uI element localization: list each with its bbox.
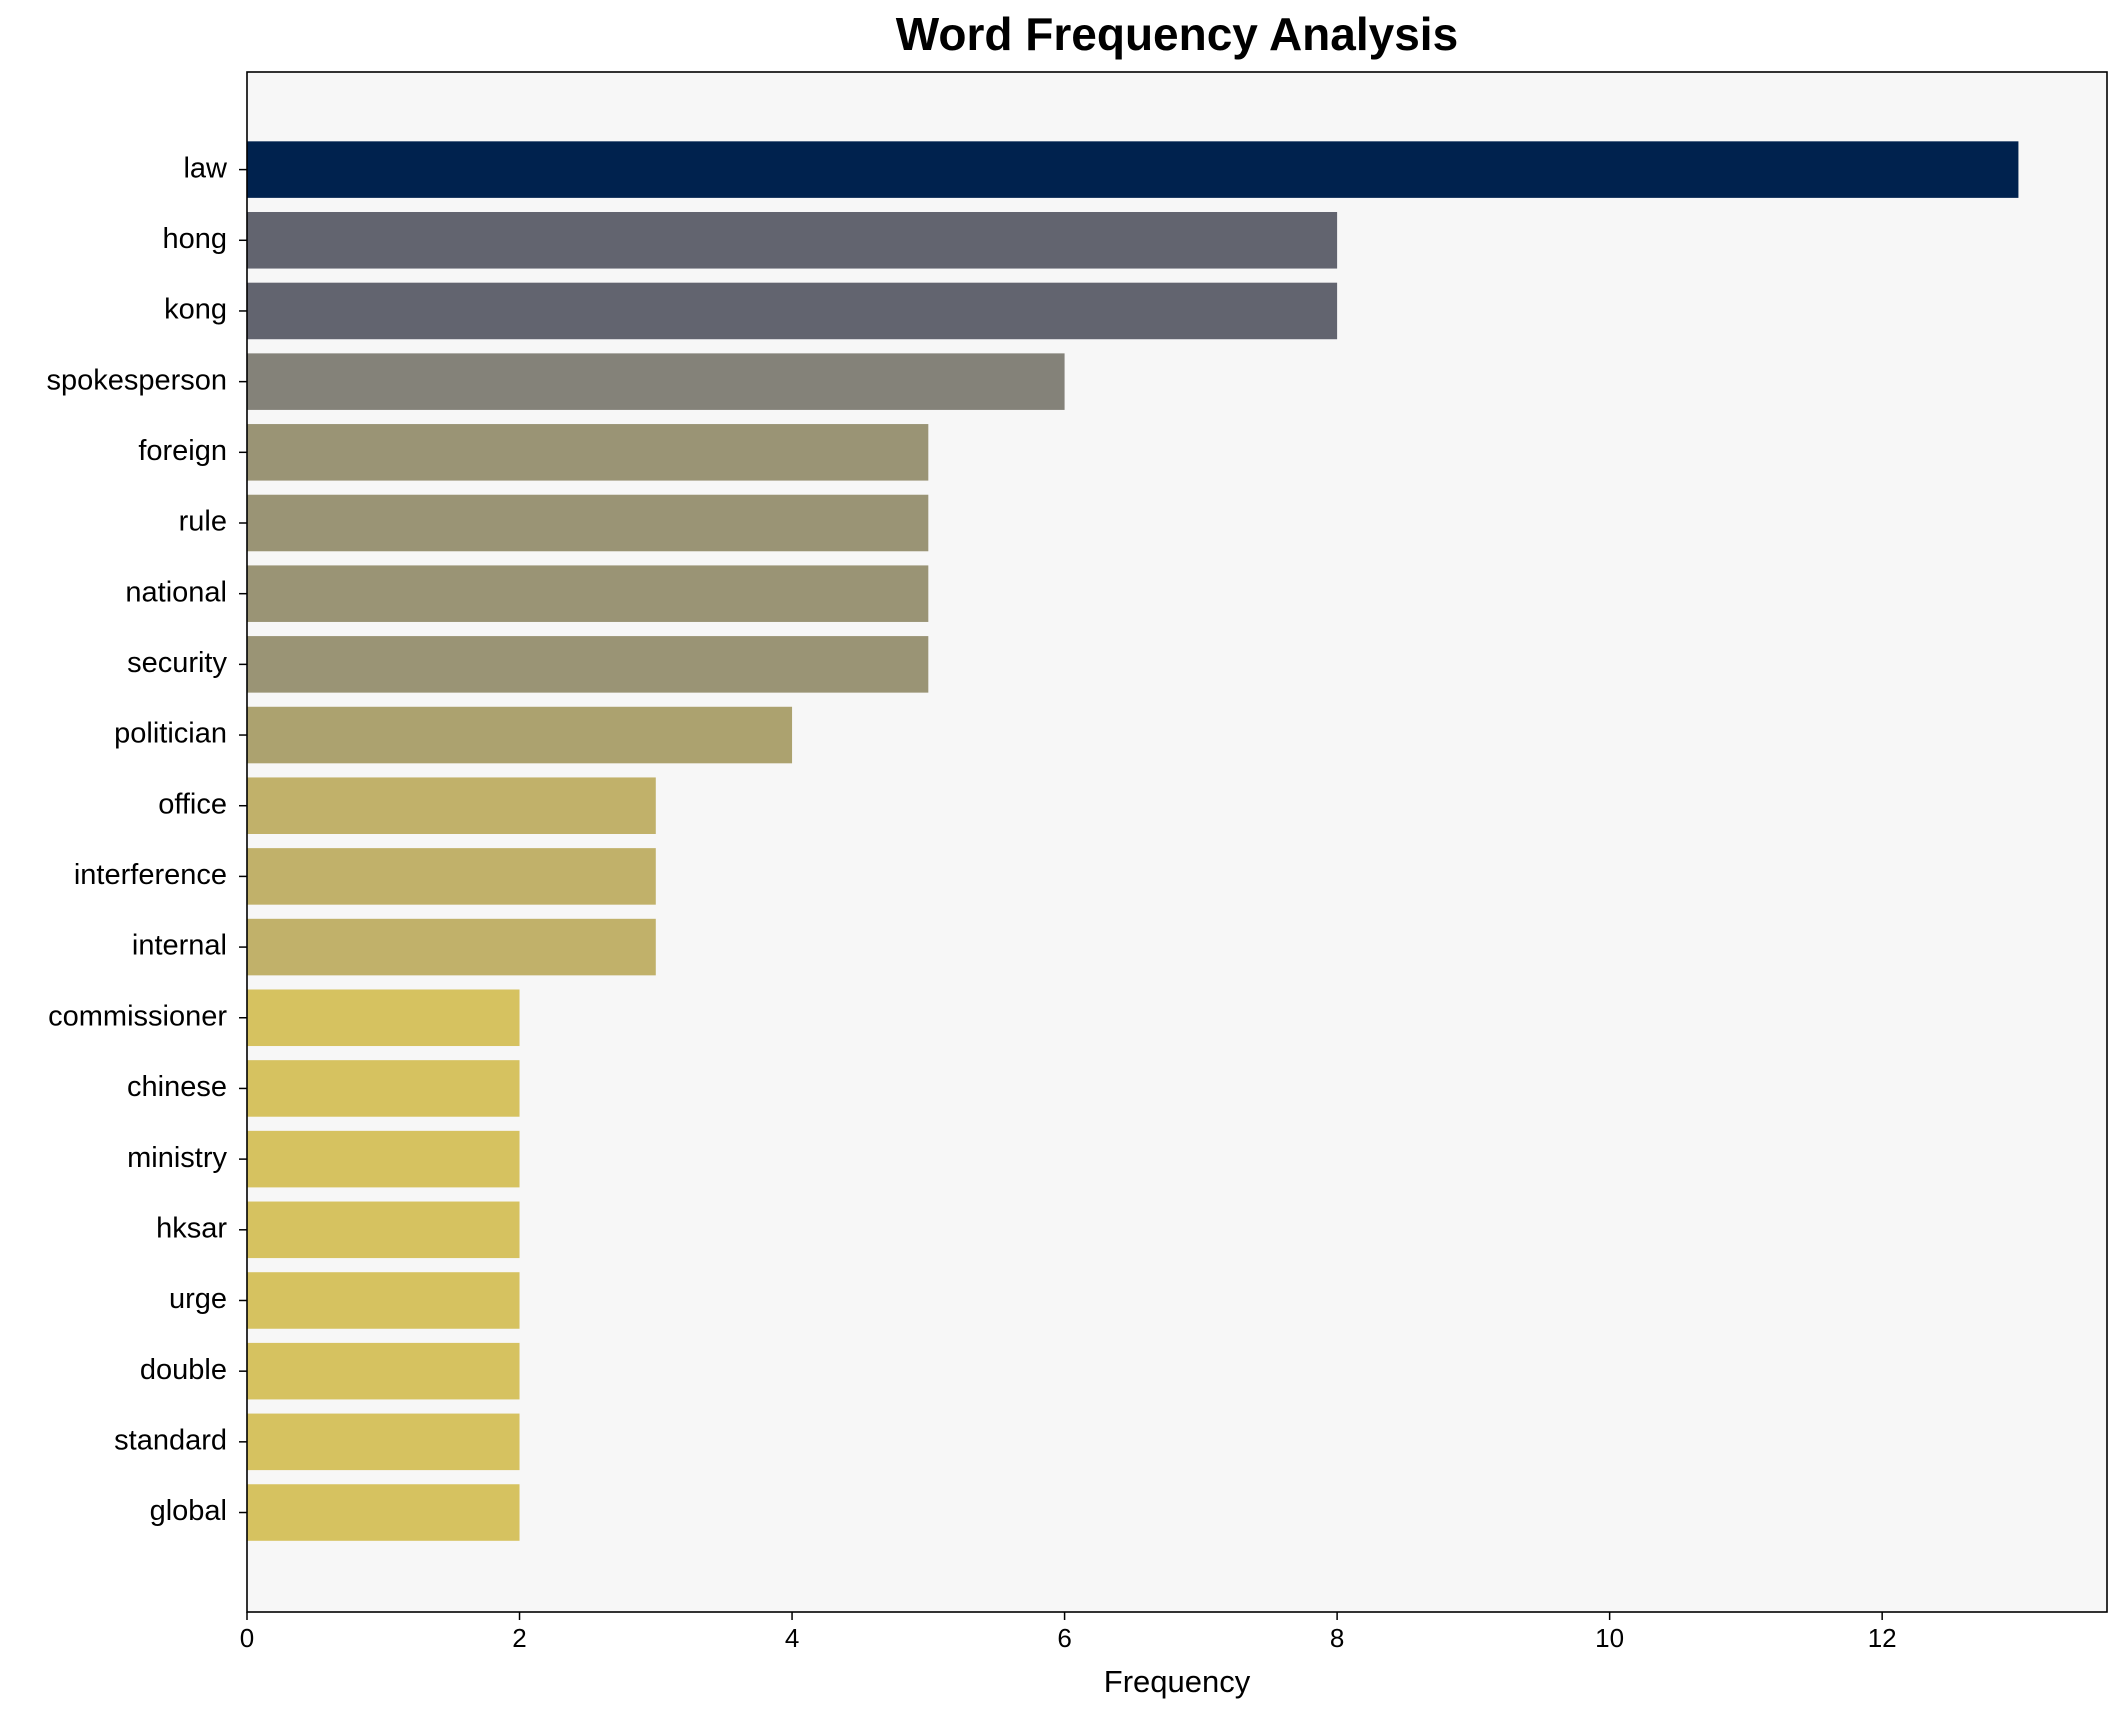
- bar: [247, 1484, 520, 1541]
- y-tick-label: hksar: [156, 1212, 227, 1244]
- y-tick-label: kong: [164, 294, 227, 326]
- bar: [247, 706, 793, 764]
- bar: [247, 989, 520, 1047]
- bar: [247, 353, 1065, 410]
- y-tick-label: spokesperson: [46, 364, 227, 396]
- x-tick-label: 12: [1868, 1623, 1897, 1653]
- y-tick-label: office: [158, 788, 227, 820]
- bar: [247, 848, 656, 905]
- chart-title: Word Frequency Analysis: [896, 8, 1458, 60]
- y-tick-label: ministry: [127, 1142, 227, 1174]
- bar: [247, 141, 2019, 198]
- y-tick-label: security: [127, 647, 227, 679]
- x-tick-label: 4: [785, 1623, 799, 1653]
- bar: [247, 565, 929, 622]
- x-tick-label: 2: [512, 1623, 526, 1653]
- y-tick-label: interference: [74, 859, 227, 891]
- x-axis-label: Frequency: [1104, 1664, 1251, 1699]
- y-tick-label: chinese: [127, 1071, 227, 1103]
- bar: [247, 424, 929, 481]
- y-tick-label: commissioner: [48, 1000, 227, 1032]
- y-tick-label: law: [183, 152, 228, 184]
- y-tick-label: foreign: [138, 435, 227, 467]
- y-tick-label: urge: [169, 1283, 227, 1315]
- plot-frame: [246, 71, 2108, 1613]
- y-tick-label: internal: [132, 930, 227, 962]
- bar: [247, 1272, 520, 1329]
- y-tick-label: double: [140, 1354, 227, 1386]
- y-tick-label: rule: [179, 506, 227, 538]
- bar: [247, 282, 1338, 340]
- bar: [247, 1201, 520, 1259]
- bar: [247, 1130, 520, 1188]
- bar: [247, 1060, 520, 1117]
- x-tick-label: 8: [1330, 1623, 1344, 1653]
- bar: [247, 636, 929, 693]
- x-tick-label: 6: [1057, 1623, 1071, 1653]
- bar: [247, 777, 656, 834]
- x-tick-label: 0: [240, 1623, 254, 1653]
- y-tick-label: hong: [162, 223, 227, 255]
- y-tick-label: standard: [114, 1424, 227, 1456]
- x-tick-label: 10: [1595, 1623, 1624, 1653]
- y-tick-label: politician: [114, 718, 227, 750]
- bar: [247, 1342, 520, 1400]
- y-tick-label: global: [150, 1495, 227, 1527]
- bar: [247, 212, 1338, 269]
- bar: [247, 494, 929, 552]
- bar: [247, 918, 656, 976]
- y-tick-label: national: [125, 576, 227, 608]
- bar: [247, 1413, 520, 1471]
